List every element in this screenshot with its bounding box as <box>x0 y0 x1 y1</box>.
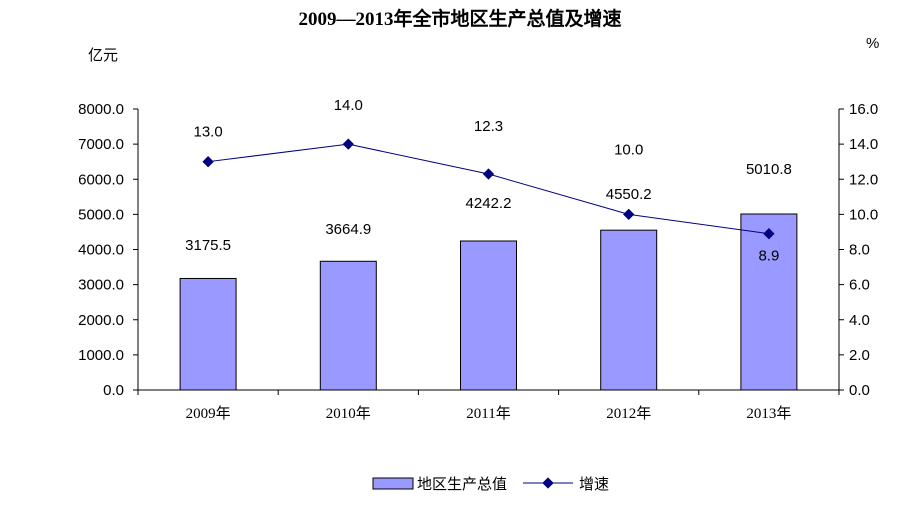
growth-rate-point <box>482 168 495 180</box>
gdp-bar <box>179 277 237 391</box>
left-y-tick-label: 1000.0 <box>78 347 124 364</box>
legend-label-growth: 增速 <box>579 476 609 493</box>
gdp-bar-value-label: 4242.2 <box>466 195 512 212</box>
growth-rate-point <box>202 156 214 168</box>
x-axis-tick-label: 2010年 <box>326 405 371 422</box>
gdp-bar <box>600 229 658 391</box>
growth-rate-value-label: 10.0 <box>614 141 643 158</box>
x-axis-tick-label: 2009年 <box>186 405 231 422</box>
growth-rate-value-label: 12.3 <box>474 118 503 135</box>
growth-rate-line <box>208 143 769 235</box>
legend-label-gdp: 地区生产总值 <box>417 476 507 493</box>
growth-rate-point <box>763 228 775 240</box>
gdp-bar-value-label: 3664.9 <box>325 221 371 238</box>
right-y-tick-label: 10.0 <box>849 206 878 223</box>
x-axis-tick-label: 2012年 <box>606 405 651 422</box>
right-y-tick-label: 16.0 <box>849 101 878 118</box>
gdp-bar <box>740 213 798 391</box>
left-y-tick-label: 5000.0 <box>78 206 124 223</box>
plot-area: 0.0 1000.0 2000.0 3000.0 4000.0 5000.0 6000.0 7… <box>78 97 878 422</box>
left-y-tick-label: 6000.0 <box>78 171 124 188</box>
right-y-tick-label: 12.0 <box>849 171 878 188</box>
right-y-tick-label: 6.0 <box>849 277 870 294</box>
growth-rate-point <box>623 208 635 221</box>
left-y-tick-label: 0.0 <box>103 382 124 399</box>
x-axis-tick-label: 2011年 <box>466 405 510 422</box>
gdp-bar <box>460 240 517 391</box>
legend: 地区生产总值 增速 <box>372 476 609 493</box>
left-y-tick-label: 4000.0 <box>78 242 124 259</box>
left-y-tick-label: 8000.0 <box>78 101 124 118</box>
right-y-tick-label: 0.0 <box>849 382 870 399</box>
right-y-tick-label: 4.0 <box>849 312 870 329</box>
gdp-bar <box>319 260 377 391</box>
growth-rate-value-label: 8.9 <box>758 248 779 265</box>
left-axis-unit: 亿元 <box>88 47 118 64</box>
left-y-tick-label: 2000.0 <box>78 312 124 329</box>
legend-swatch-marker <box>542 477 554 489</box>
growth-rate-point <box>342 138 354 150</box>
gdp-bar-value-label: 3175.5 <box>185 237 231 254</box>
right-y-tick-label: 14.0 <box>849 136 878 153</box>
right-y-tick-label: 2.0 <box>849 347 870 364</box>
gdp-bar-value-label: 5010.8 <box>746 161 792 178</box>
x-axis-tick-label: 2013年 <box>746 405 791 422</box>
gdp-bar-value-label: 4550.2 <box>606 186 652 203</box>
left-y-tick-label: 3000.0 <box>78 277 124 294</box>
left-y-tick-label: 7000.0 <box>78 136 124 153</box>
right-axis-unit: % <box>866 35 879 52</box>
legend-swatch-bar <box>372 477 414 490</box>
growth-rate-value-label: 13.0 <box>193 124 222 141</box>
growth-rate-value-label: 14.0 <box>334 97 363 114</box>
right-y-tick-label: 8.0 <box>849 242 870 259</box>
chart-title: 2009—2013年全市地区生产总值及增速 <box>298 7 621 30</box>
